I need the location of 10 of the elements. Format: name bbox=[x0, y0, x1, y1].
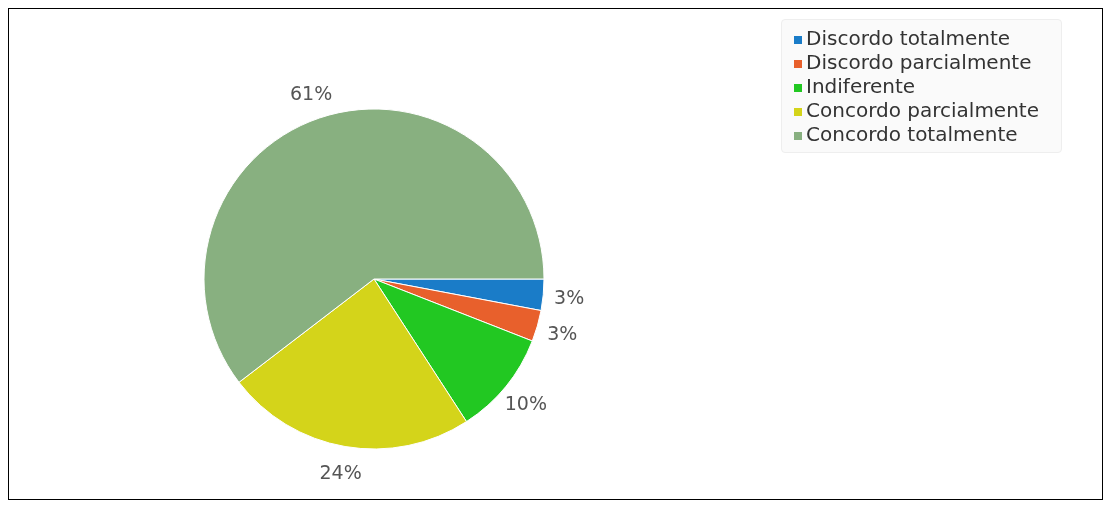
data-label: 24% bbox=[319, 461, 362, 484]
legend-label: Discordo totalmente bbox=[806, 26, 1011, 50]
data-label: 10% bbox=[504, 391, 547, 414]
legend-label: Discordo parcialmente bbox=[806, 50, 1032, 74]
legend-label: Concordo parcialmente bbox=[806, 98, 1039, 122]
legend-label: Indiferente bbox=[806, 74, 916, 98]
legend-label: Concordo totalmente bbox=[806, 122, 1018, 146]
data-label: 61% bbox=[290, 82, 333, 105]
data-label: 3% bbox=[547, 322, 578, 345]
data-label: 3% bbox=[554, 286, 585, 309]
